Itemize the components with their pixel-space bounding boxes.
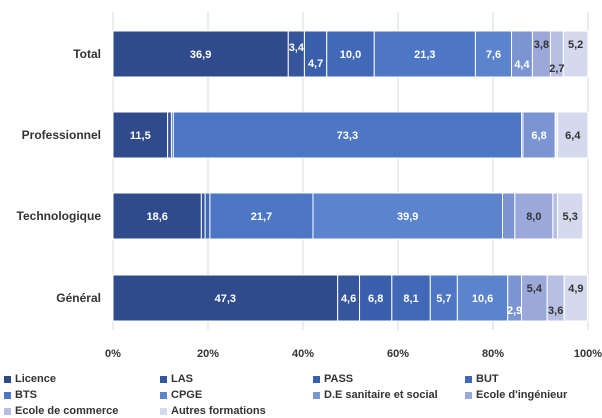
data-label: 21,3 — [414, 49, 435, 61]
legend-swatch — [4, 407, 11, 415]
data-label: 6,8 — [531, 130, 546, 142]
bar-segment — [502, 192, 516, 240]
legend-item: BUT — [465, 372, 499, 386]
data-label: 4,7 — [308, 58, 323, 70]
data-label: 36,9 — [190, 49, 211, 61]
bar-segment — [521, 274, 548, 322]
data-label: 4,4 — [514, 59, 530, 71]
bar-segment — [474, 30, 513, 78]
data-label: 7,6 — [486, 49, 501, 61]
bar-segment — [112, 30, 289, 78]
data-label: 21,7 — [251, 211, 272, 223]
bar-segment — [209, 192, 314, 240]
legend-swatch — [465, 375, 472, 383]
data-label: 3,4 — [289, 42, 305, 54]
legend-item: PASS — [313, 372, 353, 386]
x-tick-label: 60% — [387, 348, 409, 360]
legend-label: Licence — [15, 373, 56, 385]
legend-label: Ecole de commerce — [15, 405, 119, 417]
bar-segment — [563, 274, 589, 322]
bar-segment — [200, 192, 206, 240]
bar-segment — [112, 111, 169, 159]
bar-segment — [303, 30, 328, 78]
legend-swatch — [160, 407, 167, 415]
data-label: 2,7 — [549, 63, 564, 75]
legend-item: D.E sanitaire et social — [313, 388, 438, 402]
category-label: Professionnel — [22, 128, 101, 142]
data-label: 5,7 — [436, 293, 451, 305]
legend-item: Ecole de commerce — [4, 404, 118, 418]
data-label: 5,2 — [568, 39, 583, 51]
legend-item: Autres formations — [160, 404, 266, 418]
data-label: 4,6 — [341, 293, 356, 305]
bar-segment — [456, 274, 509, 322]
data-label: 10,0 — [340, 49, 361, 61]
category-label: Général — [56, 291, 101, 305]
bar-segment — [112, 192, 202, 240]
legend-swatch — [4, 375, 11, 383]
legend-item: CPGE — [160, 388, 202, 402]
bar-segment — [562, 30, 589, 78]
legend-label: BUT — [476, 373, 499, 385]
data-label: 10,6 — [472, 293, 493, 305]
legend-swatch — [313, 375, 320, 383]
legend-item: LAS — [160, 372, 193, 386]
x-tick-label: 40% — [292, 348, 314, 360]
data-label: 3,6 — [548, 305, 563, 317]
legend-label: PASS — [324, 373, 354, 385]
bar-segment — [112, 274, 339, 322]
legend-label: D.E sanitaire et social — [324, 389, 438, 401]
legend-swatch — [160, 375, 167, 383]
bar-segment — [557, 111, 589, 159]
legend-swatch — [313, 391, 320, 399]
data-label: 3,8 — [534, 39, 549, 51]
data-label: 39,9 — [397, 211, 418, 223]
category-label: Total — [73, 47, 101, 61]
legend-item: Licence — [4, 372, 56, 386]
legend-label: CPGE — [171, 389, 203, 401]
x-tick-label: 20% — [197, 348, 219, 360]
legend-label: BTS — [15, 389, 37, 401]
bar-segment — [204, 192, 211, 240]
x-tick-label: 0% — [105, 348, 121, 360]
bar-segment — [429, 274, 458, 322]
category-label: Technologique — [17, 209, 102, 223]
data-label: 4,9 — [568, 283, 583, 295]
stacked-bar-chart: 0% 20% 40% 60% 80% 100% Total 36,9 3,44,7 10,0 21,… — [17, 12, 602, 360]
data-label: 6,4 — [565, 130, 581, 142]
bar-segment — [312, 192, 503, 240]
legend-item: BTS — [4, 388, 37, 402]
data-label: 5,3 — [563, 211, 578, 223]
bar-segment — [552, 192, 559, 240]
bar-segment — [167, 111, 172, 159]
data-label: 73,3 — [337, 130, 358, 142]
chart-legend: Licence LAS PASS BUT BTS CPGE D.E sanitaire et… — [4, 372, 602, 418]
data-label: 2,9 — [507, 305, 522, 317]
bar-segment — [557, 192, 584, 240]
legend-label: LAS — [171, 373, 193, 385]
bar-segment — [531, 30, 551, 78]
bar-segment — [391, 274, 431, 322]
legend-item: Ecole d'ingénieur — [465, 388, 567, 402]
x-tick-label: 80% — [482, 348, 504, 360]
data-label: 8,0 — [526, 211, 541, 223]
data-label: 6,8 — [368, 293, 383, 305]
x-tick-label: 100% — [574, 348, 602, 360]
legend-swatch — [465, 391, 472, 399]
bar-segment — [514, 192, 554, 240]
legend-swatch — [4, 391, 11, 399]
bar-segment — [359, 274, 393, 322]
data-label: 11,5 — [130, 130, 151, 142]
data-label: 8,1 — [403, 293, 418, 305]
bar-segment — [287, 30, 305, 78]
legend-swatch — [160, 391, 167, 399]
data-label: 47,3 — [215, 293, 236, 305]
legend-label: Autres formations — [171, 405, 266, 417]
legend-label: Ecole d'ingénieur — [476, 389, 568, 401]
data-label: 5,4 — [527, 283, 543, 295]
data-label: 18,6 — [146, 211, 167, 223]
